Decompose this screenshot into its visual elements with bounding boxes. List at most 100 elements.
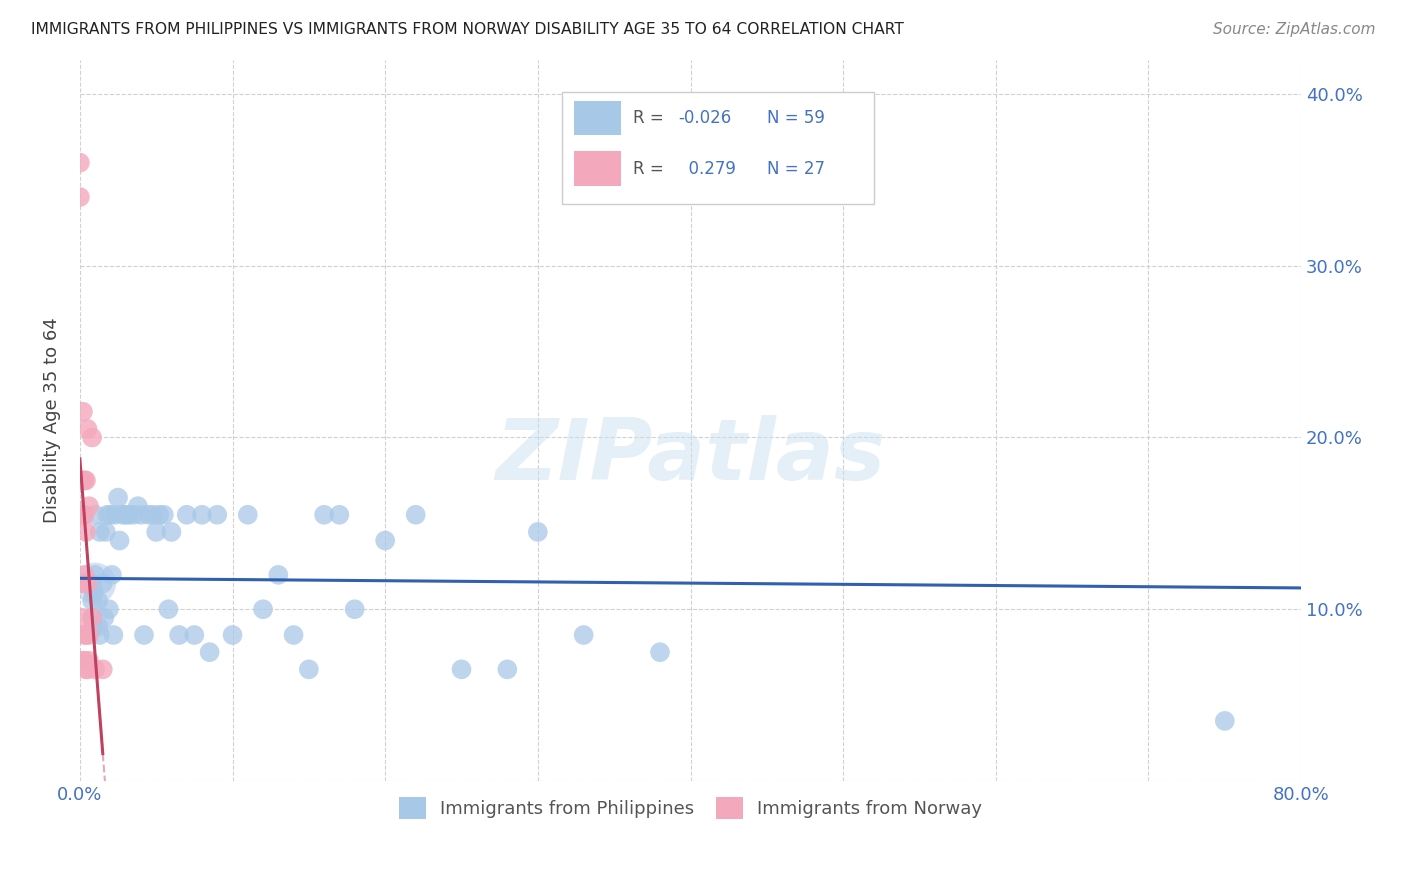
Point [405,508,427,522]
Text: Source: ZipAtlas.com: Source: ZipAtlas.com [1212,22,1375,37]
Point [76,422,98,436]
Text: N = 27: N = 27 [768,160,825,178]
Point [75,524,97,539]
Point [72,654,94,668]
Point [69,155,91,169]
Point [314,508,336,522]
Text: N = 59: N = 59 [768,109,825,127]
Point [84,508,107,522]
Point [80,611,103,625]
Point [127,499,149,513]
Point [75,474,97,488]
Point [236,508,259,522]
Point [72,611,94,625]
Point [298,662,321,676]
Point [527,524,550,539]
Point [89,524,111,539]
Point [648,645,671,659]
Point [167,628,190,642]
Point [114,508,136,522]
Point [91,576,114,591]
Point [153,508,176,522]
Point [94,524,117,539]
Point [73,628,96,642]
Point [87,619,110,633]
Point [97,602,120,616]
Point [75,662,97,676]
Point [84,662,107,676]
Point [374,533,396,548]
Point [73,567,96,582]
Point [83,619,105,633]
Point [80,576,103,591]
Point [72,474,94,488]
Text: -0.026: -0.026 [678,109,731,127]
Point [75,628,97,642]
Point [198,645,221,659]
Point [76,576,98,591]
Point [142,508,165,522]
Point [69,190,91,204]
Bar [575,101,621,136]
Bar [575,152,621,186]
Point [122,508,145,522]
Point [267,567,290,582]
Point [183,628,205,642]
Point [73,654,96,668]
Y-axis label: Disability Age 35 to 64: Disability Age 35 to 64 [44,318,60,524]
Point [221,628,243,642]
Point [138,508,160,522]
Point [104,508,127,522]
Text: ZIPatlas: ZIPatlas [495,415,886,498]
Point [129,508,152,522]
Point [73,474,96,488]
Point [77,654,100,668]
Point [157,602,180,616]
Point [77,628,100,642]
Point [207,508,229,522]
Point [83,585,105,599]
Legend: Immigrants from Philippines, Immigrants from Norway: Immigrants from Philippines, Immigrants … [391,789,990,826]
Point [148,508,170,522]
Point [76,662,98,676]
Point [145,524,167,539]
Point [100,508,122,522]
Point [176,508,198,522]
Point [96,508,118,522]
Point [93,611,115,625]
Text: IMMIGRANTS FROM PHILIPPINES VS IMMIGRANTS FROM NORWAY DISABILITY AGE 35 TO 64 CO: IMMIGRANTS FROM PHILIPPINES VS IMMIGRANT… [31,22,904,37]
Point [80,611,103,625]
Point [72,508,94,522]
Point [91,662,114,676]
Point [72,405,94,419]
Point [84,576,107,591]
Text: R =: R = [633,160,669,178]
Point [496,662,519,676]
Point [111,508,134,522]
Point [450,662,472,676]
Point [87,593,110,607]
Point [80,430,103,444]
Point [191,508,214,522]
Point [343,602,366,616]
Point [72,576,94,591]
Point [77,499,100,513]
Point [103,628,125,642]
FancyBboxPatch shape [562,92,873,204]
Text: 0.279: 0.279 [678,160,737,178]
Point [80,593,103,607]
Point [107,491,129,505]
Point [572,628,595,642]
Text: R =: R = [633,109,669,127]
Point [108,533,131,548]
Point [73,508,96,522]
Point [101,567,124,582]
Point [252,602,274,616]
Point [132,628,155,642]
Point [84,567,107,582]
Point [283,628,305,642]
Point [1213,714,1236,728]
Point [89,628,111,642]
Point [160,524,183,539]
Point [118,508,141,522]
